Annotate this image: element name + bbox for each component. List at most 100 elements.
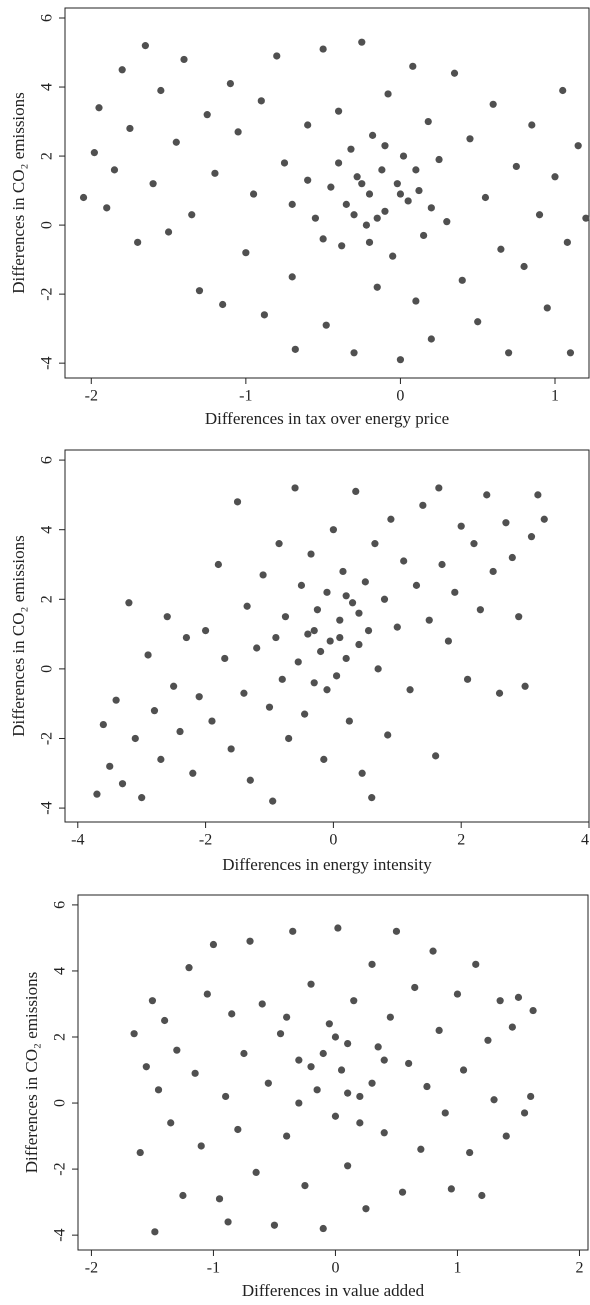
point [106,762,114,770]
point [396,190,405,198]
point [173,1046,181,1054]
x-tick-label: -4 [71,832,84,849]
point [412,581,421,589]
point [161,1016,169,1025]
point [368,794,376,802]
point [291,345,299,353]
point [234,128,242,136]
point [142,1063,150,1071]
point [252,1168,260,1176]
point [172,138,180,146]
point [364,627,373,635]
point [450,69,459,77]
point [384,731,392,739]
point [270,1221,279,1229]
point [393,623,401,631]
point [131,734,139,743]
y-tick-label: -2 [39,732,56,745]
point [203,990,211,998]
point [313,1086,321,1094]
point [280,159,289,167]
y-tick-label: 4 [39,526,56,534]
point [435,155,443,164]
x-tick-label: 1 [551,388,559,405]
point [508,1023,516,1031]
point [221,654,229,663]
point [234,1125,242,1134]
y-tick-label: -4 [39,356,56,369]
x-axis-title: Differences in value added [242,1281,425,1300]
x-tick-label: -1 [207,1260,220,1277]
point [415,186,423,195]
point [520,262,528,271]
plot-frame [64,7,590,379]
point [497,245,505,253]
y-axis-title: Differences in CO₂ emissions [9,92,28,294]
point [118,780,127,788]
point [197,1142,205,1150]
point [295,1099,303,1107]
point [371,540,379,548]
point [380,1056,388,1064]
point [326,637,334,645]
point [457,522,465,530]
point [476,606,484,614]
point [334,107,343,115]
point [496,997,504,1005]
point [258,1000,266,1008]
point [325,1020,333,1028]
point [374,1043,382,1051]
point [344,1162,352,1170]
point [344,1040,352,1048]
point [317,647,325,656]
point [566,349,575,357]
point [362,1205,370,1213]
x-tick-label: -2 [199,832,212,849]
point [396,356,405,364]
point [350,997,358,1005]
point [288,200,296,208]
point [182,633,191,642]
point [310,627,318,635]
point [527,533,536,541]
point [327,183,335,191]
point [253,644,261,652]
point [423,1082,431,1091]
y-axis-title: Differences in CO₂ emissions [9,535,28,737]
point [453,990,462,998]
point [345,717,353,725]
x-tick-label: 0 [331,1260,339,1277]
point [215,1195,224,1203]
point [103,204,111,212]
point [319,1049,327,1058]
y-tick-label: 2 [39,595,56,603]
point [301,710,309,718]
point [151,1228,159,1236]
point [347,145,355,153]
point [136,1148,144,1157]
point [481,193,490,202]
point [130,1030,138,1038]
y-tick-label: -4 [39,801,56,814]
point [307,980,315,988]
point [246,776,254,784]
point [269,797,277,805]
point [389,252,397,260]
point [373,283,381,291]
point [118,66,126,74]
point [291,484,299,492]
point [470,540,478,548]
point [304,121,312,129]
point [285,734,293,743]
point [222,1092,230,1101]
point [304,630,312,638]
point [126,124,134,133]
point [358,180,366,188]
point [543,304,551,312]
point [195,693,203,701]
point [110,166,119,174]
point [495,689,504,697]
point [219,300,227,309]
point [157,755,165,763]
point [489,100,497,108]
